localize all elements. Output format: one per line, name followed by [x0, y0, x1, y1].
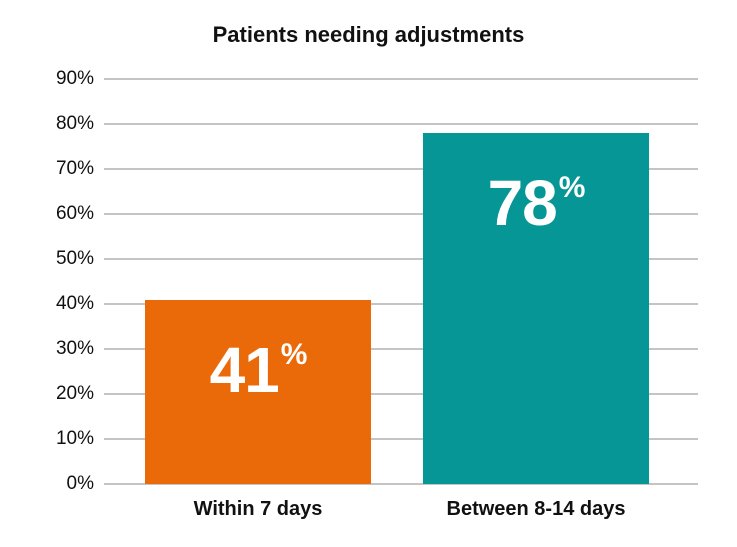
percent-sign: % [280, 337, 308, 371]
y-tick-label: 10% [55, 428, 94, 449]
bar-value-label: 41% [210, 337, 308, 485]
gridline [104, 213, 698, 215]
y-tick-label: 50% [55, 248, 94, 269]
y-tick-label: 90% [55, 68, 94, 89]
gridline [104, 78, 698, 80]
chart-title: Patients needing adjustments [212, 22, 525, 47]
y-tick-label: 40% [55, 293, 94, 314]
gridline [104, 303, 698, 305]
x-category-label: Between 8-14 days [446, 498, 626, 520]
percent-sign: % [558, 171, 586, 204]
bar-between-8-14-days: 78% [423, 133, 649, 484]
y-tick-label: 0% [66, 473, 94, 494]
y-tick-label: 20% [55, 383, 94, 404]
gridline [104, 483, 698, 485]
bar-within-7-days: 41% [145, 299, 371, 485]
bar-value: 41 [209, 333, 280, 406]
gridline [104, 168, 698, 170]
y-tick-label: 30% [55, 338, 94, 359]
gridline [104, 123, 698, 125]
y-tick-label: 70% [55, 158, 94, 179]
gridline [104, 258, 698, 260]
bar-value-label: 78% [488, 171, 586, 484]
gridline [104, 438, 698, 440]
y-tick-label: 80% [55, 113, 94, 134]
gridline [104, 348, 698, 350]
gridline [104, 393, 698, 395]
x-category-label: Within 7 days [193, 498, 323, 520]
bar-value: 78 [487, 167, 558, 239]
y-tick-label: 60% [55, 203, 94, 224]
